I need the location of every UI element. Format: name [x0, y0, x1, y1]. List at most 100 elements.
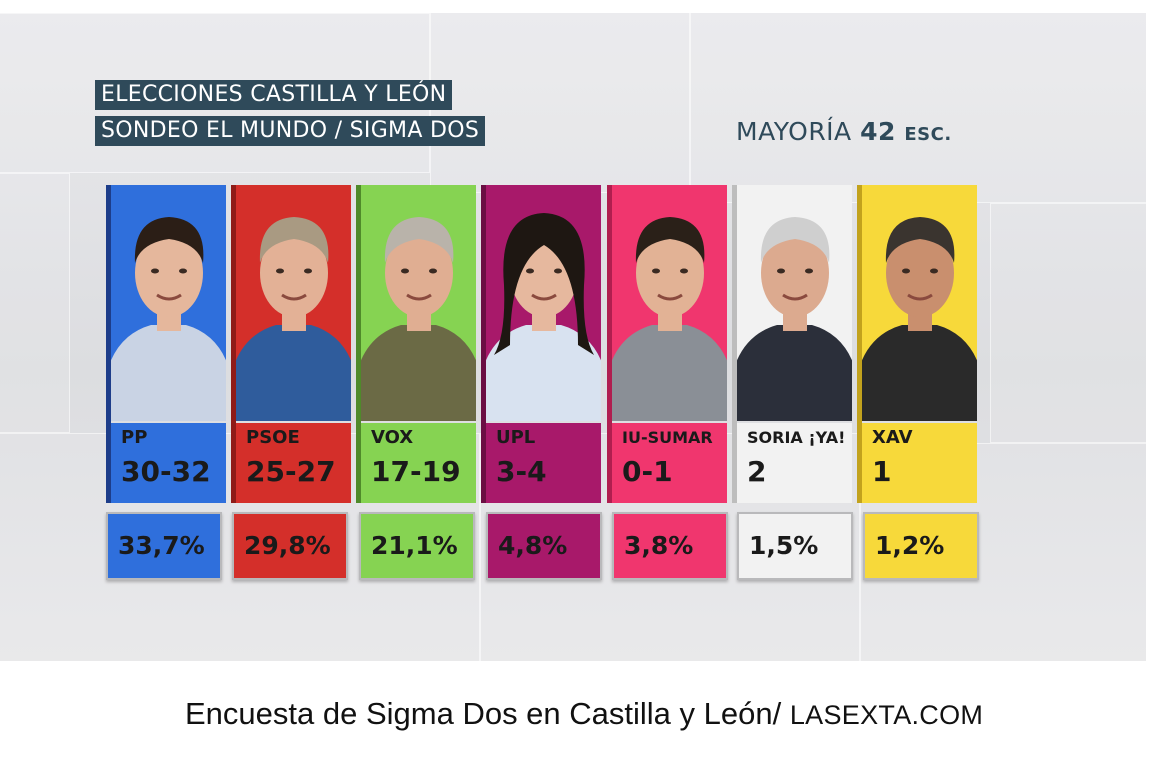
candidate-photo: [737, 185, 852, 421]
portrait-face: [636, 229, 704, 317]
vote-share-box: 33,7%: [106, 512, 222, 580]
majority-unit: ESC.: [904, 124, 952, 145]
party-info: VOX 17-19: [361, 423, 476, 503]
portrait-hair: [760, 217, 830, 263]
candidate-photo: [486, 185, 601, 421]
portrait-eye: [680, 268, 688, 274]
candidate-portrait: [111, 217, 226, 421]
portrait-hair: [384, 217, 454, 263]
party-name: XAV: [872, 427, 913, 448]
seat-range: 17-19: [371, 455, 461, 488]
candidate-photo: [612, 185, 727, 421]
card-edge: [607, 185, 612, 503]
portrait-mouth: [281, 293, 307, 301]
seat-range: 2: [747, 455, 767, 488]
portrait-face: [886, 229, 954, 317]
candidate-portrait: [236, 217, 351, 421]
party-name: IU-SUMAR: [622, 428, 713, 447]
seat-range: 30-32: [121, 455, 211, 488]
party-info: SORIA ¡YA! 2: [737, 423, 852, 503]
portrait-eye: [526, 268, 534, 274]
candidate-portrait: [612, 217, 727, 421]
candidate-portrait: [361, 217, 476, 421]
party-name: VOX: [371, 427, 414, 448]
portrait-eye: [276, 268, 284, 274]
vote-share-box: 4,8%: [486, 512, 602, 580]
card-edge: [231, 185, 236, 503]
party-card-vox: VOX 17-19: [356, 185, 476, 503]
bg-panel: [0, 173, 70, 433]
portrait-eye: [429, 268, 437, 274]
portrait-eye: [151, 268, 159, 274]
vote-share-box: 1,5%: [737, 512, 853, 580]
portrait-eye: [401, 268, 409, 274]
bg-panel: [690, 13, 1146, 203]
vote-share-box: 21,1%: [359, 512, 475, 580]
title-line-1: ELECCIONES CASTILLA Y LEÓN: [95, 80, 453, 110]
portrait-face: [260, 229, 328, 317]
party-name: SORIA ¡YA!: [747, 428, 846, 447]
card-edge: [356, 185, 361, 503]
portrait-mouth: [531, 293, 557, 301]
portrait-face: [385, 229, 453, 317]
party-card-soria-ya: SORIA ¡YA! 2: [732, 185, 852, 503]
portrait-face: [761, 229, 829, 317]
party-info: UPL 3-4: [486, 423, 601, 503]
vote-share-box: 29,8%: [232, 512, 348, 580]
portrait-eye: [652, 268, 660, 274]
portrait-eye: [179, 268, 187, 274]
seat-range: 0-1: [622, 455, 673, 488]
caption-site: LASEXTA.COM: [789, 700, 984, 730]
majority-value: 42: [860, 117, 896, 146]
portrait-face: [135, 229, 203, 317]
party-name: PSOE: [246, 427, 300, 448]
portrait-body: [111, 325, 226, 421]
candidate-portrait: [737, 217, 852, 421]
portrait-body: [361, 325, 476, 421]
party-card-pp: PP 30-32: [106, 185, 226, 503]
portrait-body: [737, 325, 852, 421]
graphic-background: [0, 13, 1146, 661]
portrait-eye: [304, 268, 312, 274]
candidate-photo: [111, 185, 226, 421]
candidate-portrait: [486, 213, 601, 421]
party-info: PP 30-32: [111, 423, 226, 503]
portrait-body: [862, 325, 977, 421]
candidate-photo: [862, 185, 977, 421]
portrait-eye: [805, 268, 813, 274]
seat-range: 3-4: [496, 455, 547, 488]
title-line-2: SONDEO EL MUNDO / SIGMA DOS: [95, 116, 486, 146]
candidate-portrait: [862, 217, 977, 421]
majority-text: MAYORÍA: [736, 117, 852, 146]
seat-range: 1: [872, 455, 892, 488]
card-edge: [481, 185, 486, 503]
party-name: UPL: [496, 427, 536, 448]
party-card-upl: UPL 3-4: [481, 185, 601, 503]
portrait-mouth: [406, 293, 432, 301]
seat-range: 25-27: [246, 455, 336, 488]
portrait-hair: [259, 217, 329, 263]
caption: Encuesta de Sigma Dos en Castilla y León…: [185, 696, 983, 732]
party-info: XAV 1: [862, 423, 977, 503]
portrait-mouth: [782, 293, 808, 301]
portrait-eye: [902, 268, 910, 274]
portrait-hair: [134, 217, 204, 263]
card-edge: [857, 185, 862, 503]
party-info: PSOE 25-27: [236, 423, 351, 503]
portrait-hair: [494, 213, 594, 355]
majority-label: MAYORÍA 42 ESC.: [736, 116, 952, 151]
portrait-mouth: [907, 293, 933, 301]
vote-share-box: 3,8%: [612, 512, 728, 580]
portrait-eye: [777, 268, 785, 274]
party-card-xav: XAV 1: [857, 185, 977, 503]
portrait-mouth: [657, 293, 683, 301]
portrait-hair: [635, 217, 705, 263]
portrait-eye: [930, 268, 938, 274]
candidate-photo: [236, 185, 351, 421]
party-card-psoe: PSOE 25-27: [231, 185, 351, 503]
card-edge: [732, 185, 737, 503]
portrait-body: [612, 325, 727, 421]
portrait-eye: [554, 268, 562, 274]
party-info: IU-SUMAR 0-1: [612, 423, 727, 503]
party-name: PP: [121, 427, 148, 448]
